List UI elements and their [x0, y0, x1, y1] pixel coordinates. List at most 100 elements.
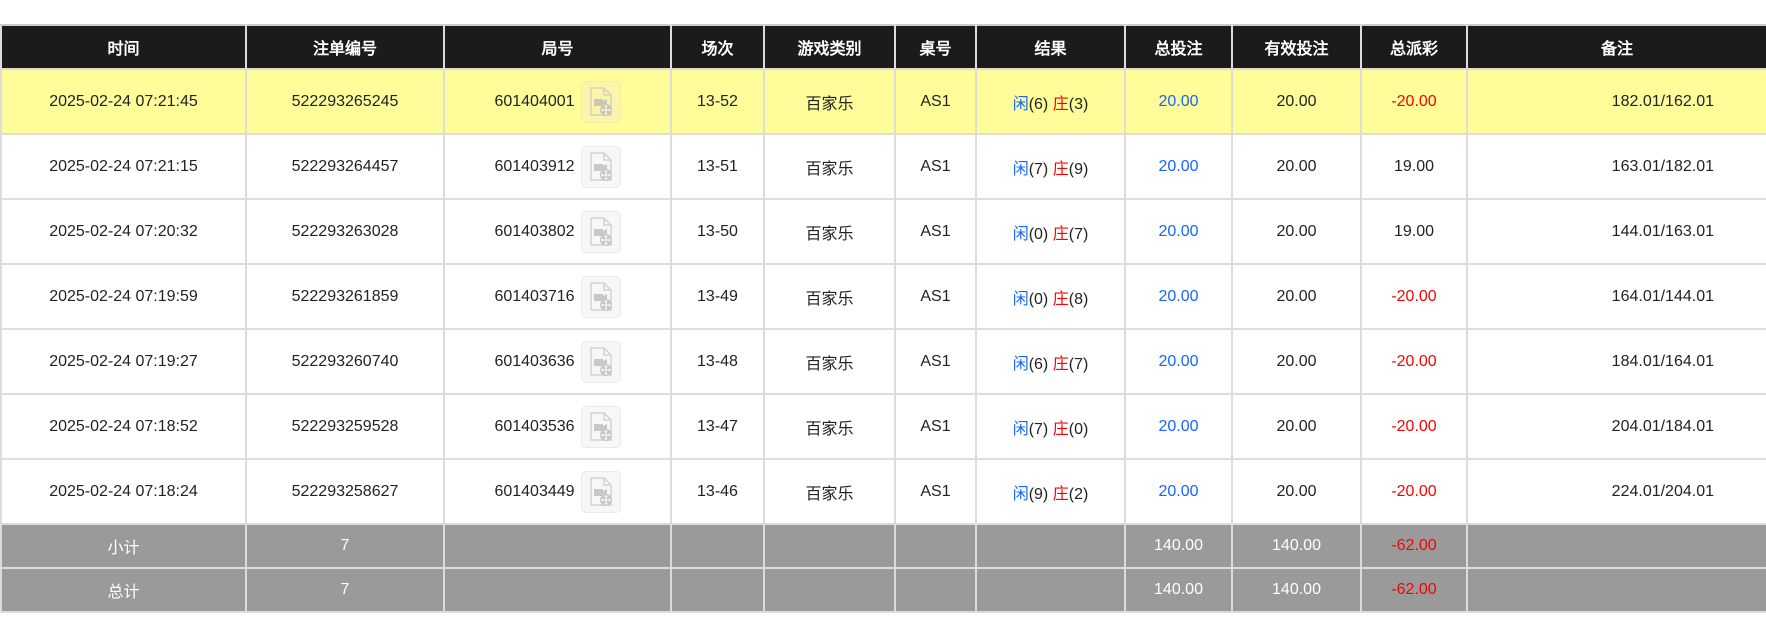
- player-score: (7): [1028, 420, 1049, 438]
- round-number: 601403636: [494, 352, 575, 370]
- video-replay-icon[interactable]: [580, 340, 621, 383]
- cell-result: 闲(0) 庄(8): [975, 263, 1126, 330]
- header-round: 局号: [443, 24, 672, 70]
- cell-note: 184.01/164.01: [1466, 328, 1766, 395]
- empty-cell: [894, 523, 977, 569]
- cell-total-bet: 20.00: [1124, 328, 1233, 395]
- video-replay-icon[interactable]: [580, 80, 621, 123]
- video-replay-icon[interactable]: [580, 275, 621, 318]
- cell-round: 601403536: [443, 393, 672, 460]
- header-bet-id: 注单编号: [245, 24, 445, 70]
- cell-payout: -20.00: [1360, 68, 1468, 135]
- cell-bet-id: 522293265245: [245, 68, 445, 135]
- cell-valid-bet: 20.00: [1231, 458, 1362, 525]
- summary-total-bet: 140.00: [1124, 523, 1233, 569]
- cell-game-type: 百家乐: [763, 458, 896, 525]
- cell-bet-id: 522293260740: [245, 328, 445, 395]
- cell-note: 163.01/182.01: [1466, 133, 1766, 200]
- cell-table-no: AS1: [894, 458, 977, 525]
- cell-total-bet: 20.00: [1124, 393, 1233, 460]
- player-label: 闲: [1012, 485, 1029, 503]
- header-result: 结果: [975, 24, 1126, 70]
- player-label: 闲: [1012, 355, 1029, 373]
- header-note: 备注: [1466, 24, 1766, 70]
- video-replay-icon[interactable]: [580, 405, 621, 448]
- cell-shoe: 13-48: [670, 328, 765, 395]
- round-number: 601403536: [494, 417, 575, 435]
- summary-count: 7: [245, 523, 445, 569]
- round-number: 601403716: [494, 287, 575, 305]
- banker-score: (0): [1068, 420, 1089, 438]
- round-number: 601403449: [494, 482, 575, 500]
- banker-label: 庄: [1052, 355, 1069, 373]
- cell-note: 144.01/163.01: [1466, 198, 1766, 265]
- player-label: 闲: [1012, 95, 1029, 113]
- cell-table-no: AS1: [894, 328, 977, 395]
- summary-payout: -62.00: [1360, 567, 1468, 613]
- cell-total-bet: 20.00: [1124, 68, 1233, 135]
- cell-valid-bet: 20.00: [1231, 68, 1362, 135]
- banker-score: (7): [1068, 355, 1089, 373]
- table-row: 2025-02-24 07:18:24 522293258627 601403449…: [0, 458, 1766, 525]
- cell-shoe: 13-52: [670, 68, 765, 135]
- empty-cell: [894, 567, 977, 613]
- cell-game-type: 百家乐: [763, 198, 896, 265]
- cell-round: 601403636: [443, 328, 672, 395]
- cell-note: 182.01/162.01: [1466, 68, 1766, 135]
- cell-note: 164.01/144.01: [1466, 263, 1766, 330]
- cell-time: 2025-02-24 07:18:52: [0, 393, 247, 460]
- cell-time: 2025-02-24 07:21:45: [0, 68, 247, 135]
- cell-game-type: 百家乐: [763, 393, 896, 460]
- cell-table-no: AS1: [894, 68, 977, 135]
- cell-result: 闲(0) 庄(7): [975, 198, 1126, 265]
- player-label: 闲: [1012, 160, 1029, 178]
- cell-result: 闲(6) 庄(3): [975, 68, 1126, 135]
- empty-cell: [763, 567, 896, 613]
- cell-total-bet: 20.00: [1124, 458, 1233, 525]
- cell-valid-bet: 20.00: [1231, 133, 1362, 200]
- cell-payout: -20.00: [1360, 328, 1468, 395]
- cell-round: 601403716: [443, 263, 672, 330]
- table-header: 时间 注单编号 局号 场次 游戏类别 桌号 结果 总投注 有效投注 总派彩 备注: [0, 24, 1766, 70]
- player-score: (0): [1028, 290, 1049, 308]
- header-total-bet: 总投注: [1124, 24, 1233, 70]
- summary-label: 小计: [0, 523, 247, 569]
- banker-label: 庄: [1052, 485, 1069, 503]
- summary-valid-bet: 140.00: [1231, 567, 1362, 613]
- player-score: (0): [1028, 225, 1049, 243]
- cell-valid-bet: 20.00: [1231, 393, 1362, 460]
- cell-total-bet: 20.00: [1124, 198, 1233, 265]
- banker-label: 庄: [1052, 225, 1069, 243]
- cell-bet-id: 522293261859: [245, 263, 445, 330]
- table-row: 2025-02-24 07:19:59 522293261859 601403716…: [0, 263, 1766, 330]
- player-score: (6): [1028, 95, 1049, 113]
- cell-time: 2025-02-24 07:21:15: [0, 133, 247, 200]
- cell-game-type: 百家乐: [763, 263, 896, 330]
- cell-payout: 19.00: [1360, 133, 1468, 200]
- banker-score: (7): [1068, 225, 1089, 243]
- player-score: (9): [1028, 485, 1049, 503]
- table-row: 2025-02-24 07:19:27 522293260740 601403636…: [0, 328, 1766, 395]
- cell-shoe: 13-49: [670, 263, 765, 330]
- cell-bet-id: 522293258627: [245, 458, 445, 525]
- banker-score: (8): [1068, 290, 1089, 308]
- table-row: 2025-02-24 07:21:15 522293264457 601403912…: [0, 133, 1766, 200]
- player-label: 闲: [1012, 420, 1029, 438]
- video-replay-icon[interactable]: [580, 470, 621, 513]
- bet-records-table: 时间 注单编号 局号 场次 游戏类别 桌号 结果 总投注 有效投注 总派彩 备注 2025-02-2…: [0, 24, 1766, 613]
- empty-cell: [443, 523, 672, 569]
- video-replay-icon[interactable]: [580, 210, 621, 253]
- video-replay-icon[interactable]: [580, 145, 621, 188]
- summary-count: 7: [245, 567, 445, 613]
- cell-result: 闲(7) 庄(0): [975, 393, 1126, 460]
- cell-result: 闲(9) 庄(2): [975, 458, 1126, 525]
- cell-note: 204.01/184.01: [1466, 393, 1766, 460]
- player-score: (7): [1028, 160, 1049, 178]
- player-score: (6): [1028, 355, 1049, 373]
- empty-cell: [763, 523, 896, 569]
- banker-label: 庄: [1052, 420, 1069, 438]
- round-number: 601403802: [494, 222, 575, 240]
- cell-table-no: AS1: [894, 133, 977, 200]
- header-payout: 总派彩: [1360, 24, 1468, 70]
- table-row: 2025-02-24 07:18:52 522293259528 601403536…: [0, 393, 1766, 460]
